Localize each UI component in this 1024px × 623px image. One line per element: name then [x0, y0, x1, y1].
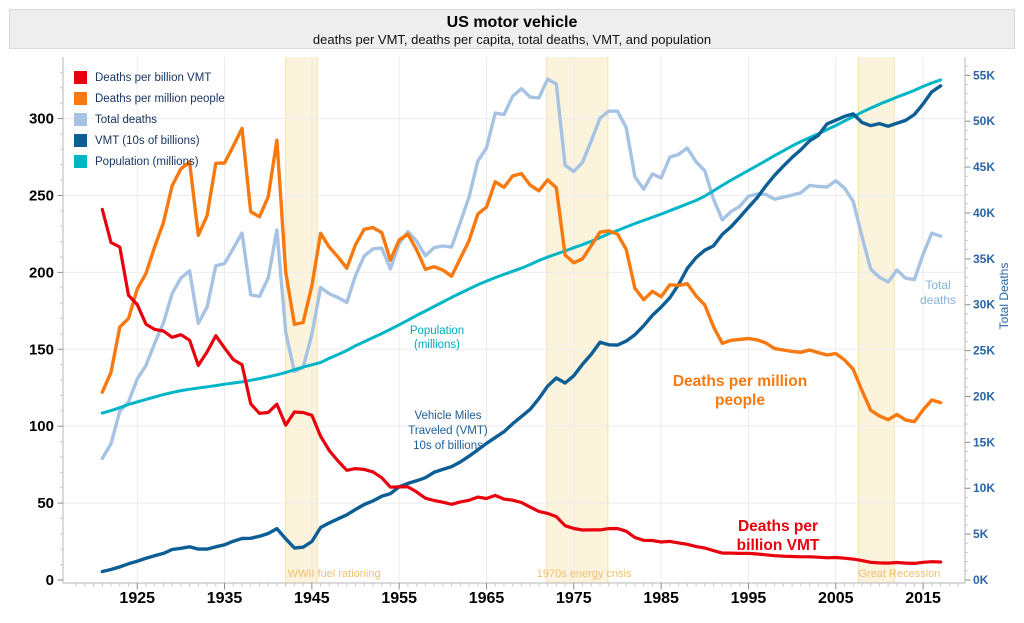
- highlight-bands: [285, 57, 895, 583]
- legend-item-vmt-10s-of-billions: VMT (10s of billions): [74, 130, 225, 151]
- legend-swatch-population-millions: [74, 155, 87, 168]
- legend-item-total-deaths: Total deaths: [74, 109, 225, 130]
- y2-axis-tick-label: 55K: [973, 68, 995, 82]
- x-axis-tick-label: 1995: [731, 590, 767, 607]
- legend-swatch-vmt-10s-of-billions: [74, 134, 87, 147]
- y2-axis-tick-label: 10K: [973, 481, 995, 495]
- annotation-population: (millions): [414, 339, 460, 351]
- y2-axis-tick-label: 0K: [973, 573, 989, 587]
- series-deaths-per-billion-vmt: [100, 207, 943, 566]
- 1970s-energy-crisis-band: [546, 57, 608, 583]
- series-total-deaths: [100, 77, 943, 461]
- annotations: WWII fuel rationing 1970s energy crisis Gr…: [288, 278, 956, 580]
- y-axis-tick-label: 250: [29, 187, 54, 204]
- great-recession-band: [858, 57, 895, 583]
- y2-axis-title: Total Deaths: [997, 263, 1011, 330]
- chart-legend: Deaths per billion VMT Deaths per million…: [74, 67, 225, 172]
- legend-item-population-millions: Population (millions): [74, 151, 225, 172]
- x-axis-tick-label: 1975: [556, 590, 592, 607]
- annotation-vmt: Vehicle Miles: [414, 410, 481, 422]
- legend-label: Deaths per billion VMT: [95, 71, 212, 84]
- title-band: US motor vehicle deaths per VMT, deaths …: [9, 9, 1015, 49]
- annotation-deaths-per-billion: billion VMT: [737, 537, 820, 554]
- y-axis-tick-label: 300: [29, 111, 54, 128]
- y2-axis-tick-label: 25K: [973, 344, 995, 358]
- annotation-vmt: 10s of billions: [413, 440, 483, 452]
- axes: 0 50 100 150 200 250 300 1925 1935 1945 1955 1965 19…: [29, 57, 1011, 607]
- y2-axis-tick-label: 5K: [973, 527, 989, 541]
- x-axis-tick-label: 1955: [381, 590, 417, 607]
- series-population-millions: [100, 78, 943, 415]
- wwii-fuel-rationing-label: WWII fuel rationing: [288, 568, 381, 580]
- y2-axis-tick-label: 35K: [973, 252, 995, 266]
- y2-axis-tick-label: 20K: [973, 389, 995, 403]
- x-axis-tick-label: 2015: [905, 590, 941, 607]
- y2-axis-tick-label: 50K: [973, 114, 995, 128]
- legend-swatch-deaths-per-million-people: [74, 92, 87, 105]
- annotation-total-deaths: deaths: [920, 293, 956, 307]
- annotation-vmt: Traveled (VMT): [408, 425, 488, 437]
- legend-label: Population (millions): [95, 155, 199, 168]
- annotation-total-deaths: Total: [925, 278, 950, 292]
- legend-swatch-total-deaths: [74, 113, 87, 126]
- annotation-deaths-per-million: Deaths per million: [673, 373, 807, 390]
- legend-item-deaths-per-billion-vmt: Deaths per billion VMT: [74, 67, 225, 88]
- legend-label: Deaths per million people: [95, 92, 225, 105]
- y-axis-tick-label: 50: [37, 495, 54, 512]
- y2-axis-tick-label: 45K: [973, 160, 995, 174]
- y2-axis-tick-label: 30K: [973, 298, 995, 312]
- great-recession-label: Great Recession: [858, 568, 940, 580]
- x-axis-tick-label: 2005: [818, 590, 854, 607]
- annotation-deaths-per-million: people: [715, 392, 765, 409]
- y-axis-tick-label: 150: [29, 341, 54, 358]
- annotation-population: Population: [410, 325, 464, 337]
- 1970s-energy-crisis-label: 1970s energy crisis: [537, 568, 632, 580]
- legend-swatch-deaths-per-billion-vmt: [74, 71, 87, 84]
- x-axis-tick-label: 1945: [294, 590, 330, 607]
- y-axis-tick-label: 0: [46, 572, 54, 589]
- x-axis-tick-label: 1935: [207, 590, 243, 607]
- legend-label: VMT (10s of billions): [95, 134, 200, 147]
- data-series: [100, 77, 943, 574]
- legend-item-deaths-per-million-people: Deaths per million people: [74, 88, 225, 109]
- x-axis-tick-label: 1925: [119, 590, 155, 607]
- page-title: US motor vehicle: [446, 14, 578, 31]
- page-subtitle: deaths per VMT, deaths per capita, total…: [312, 32, 712, 47]
- series-vmt-10s-of-billions: [100, 84, 943, 574]
- y-axis-tick-label: 100: [29, 418, 54, 435]
- y-axis-tick-label: 200: [29, 264, 54, 281]
- x-axis-tick-label: 1985: [643, 590, 679, 607]
- x-axis-tick-label: 1965: [469, 590, 505, 607]
- y2-axis-tick-label: 15K: [973, 435, 995, 449]
- y2-axis-tick-label: 40K: [973, 206, 995, 220]
- wwii-fuel-rationing-band: [285, 57, 318, 583]
- series-deaths-per-million-people: [100, 126, 943, 424]
- legend-label: Total deaths: [95, 113, 158, 126]
- annotation-deaths-per-billion: Deaths per: [738, 518, 818, 535]
